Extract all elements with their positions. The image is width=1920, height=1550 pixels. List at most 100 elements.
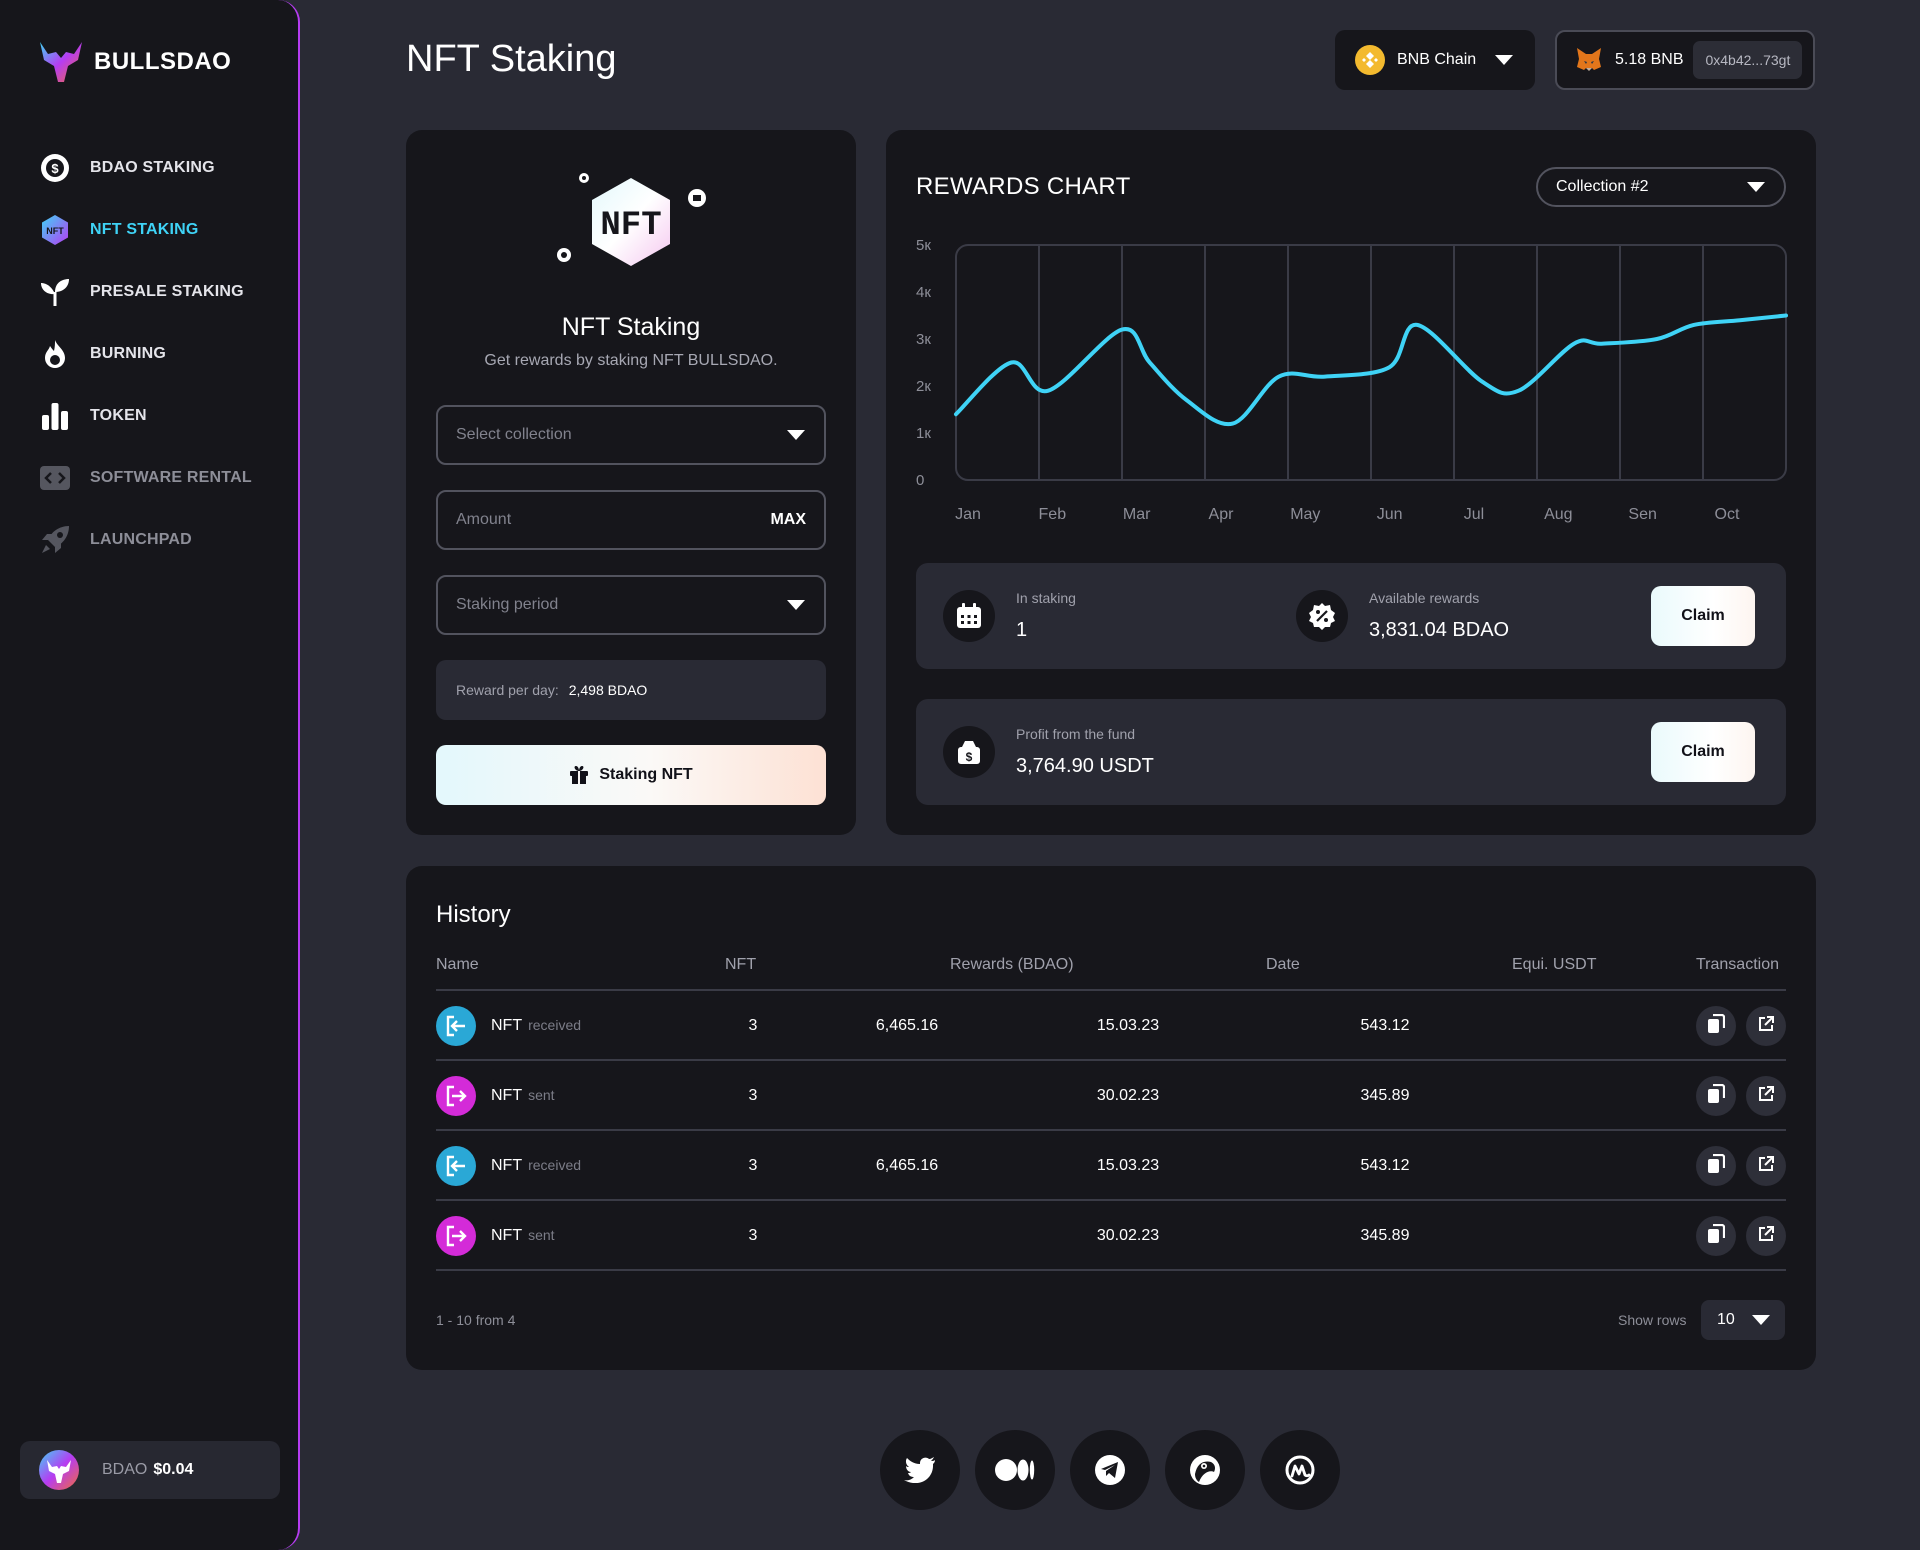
claim-rewards-button[interactable]: Claim <box>1651 586 1755 646</box>
available-rewards-label: Available rewards <box>1369 590 1480 606</box>
collection-selector[interactable]: Collection #2 <box>1536 167 1786 207</box>
row-name-text: NFT <box>491 1157 523 1174</box>
row-rewards: 6,465.16 <box>875 1017 939 1034</box>
sidebar-item-nft-staking[interactable]: NFT NFT STAKING <box>38 199 252 261</box>
table-divider <box>436 1199 1786 1201</box>
sidebar-item-bdao-staking[interactable]: $ BDAO STAKING <box>38 137 252 199</box>
table-row: NFT received 3 6,465.16 15.03.23 543.12 <box>436 1131 1786 1201</box>
arrow-out-icon <box>436 1216 476 1256</box>
column-header-date: Date <box>1266 956 1300 973</box>
coingecko-link[interactable] <box>1165 1430 1245 1510</box>
x-tick-label: May <box>1290 506 1320 523</box>
chain-name: BNB Chain <box>1397 51 1477 68</box>
medium-link[interactable] <box>975 1430 1055 1510</box>
twitter-link[interactable] <box>880 1430 960 1510</box>
show-rows-label: Show rows <box>1618 1312 1687 1328</box>
nft-hexagon-icon: NFT <box>38 213 72 247</box>
claim-profit-button[interactable]: Claim <box>1651 722 1755 782</box>
dollar-coin-icon: $ <box>38 151 72 185</box>
coinmarketcap-link[interactable] <box>1260 1430 1340 1510</box>
twitter-icon <box>904 1457 935 1483</box>
show-rows-dropdown[interactable]: 10 <box>1701 1300 1785 1340</box>
token-price-box: BDAO $0.04 <box>20 1441 280 1499</box>
arrow-in-icon <box>436 1146 476 1186</box>
copy-button[interactable] <box>1696 1076 1736 1116</box>
row-status: received <box>528 1157 582 1173</box>
staking-nft-button[interactable]: Staking NFT <box>436 745 826 805</box>
external-link-button[interactable] <box>1746 1006 1786 1046</box>
row-rewards: 6,465.16 <box>875 1157 939 1174</box>
sidebar-item-software-rental[interactable]: SOFTWARE RENTAL <box>38 447 252 509</box>
bdao-token-icon <box>39 1450 79 1490</box>
table-divider <box>436 1129 1786 1131</box>
chain-selector[interactable]: BNB Chain <box>1335 30 1535 90</box>
x-tick-label: Aug <box>1544 506 1572 523</box>
copy-button[interactable] <box>1696 1146 1736 1186</box>
staking-period-dropdown[interactable]: Staking period <box>436 575 826 635</box>
wallet-balance: 5.18 BNB <box>1615 51 1684 68</box>
sidebar-item-presale-staking[interactable]: PRESALE STAKING <box>38 261 252 323</box>
nft-badge-text: NFT <box>600 207 661 245</box>
external-link-icon <box>1757 1155 1775 1178</box>
x-tick-label: Mar <box>1123 506 1151 523</box>
table-divider <box>436 1269 1786 1271</box>
x-tick-label: Jan <box>955 506 981 523</box>
code-icon <box>38 461 72 495</box>
y-tick-label: 3к <box>916 331 931 348</box>
row-name-text: NFT <box>491 1227 523 1244</box>
stake-title: NFT Staking <box>561 313 701 341</box>
column-header-transaction: Transaction <box>1696 956 1779 973</box>
rocket-icon <box>38 523 72 557</box>
sidebar-item-token[interactable]: TOKEN <box>38 385 252 447</box>
sidebar-item-label: BURNING <box>90 345 167 362</box>
row-name: NFT received <box>491 1017 581 1035</box>
pagination-summary: 1 - 10 from 4 <box>436 1312 516 1328</box>
amount-placeholder: Amount <box>456 511 512 528</box>
column-header-usdt: Equi. USDT <box>1512 956 1597 973</box>
arrow-in-icon <box>436 1006 476 1046</box>
discount-badge-icon <box>1296 590 1348 642</box>
sidebar-item-label: PRESALE STAKING <box>90 283 244 300</box>
max-button[interactable]: MAX <box>770 511 806 528</box>
amount-input[interactable]: Amount MAX <box>436 490 826 550</box>
brand-name: BULLSDAO <box>94 48 232 75</box>
fund-profit-card: $ Profit from the fund 3,764.90 USDT Cla… <box>916 699 1786 805</box>
row-status: received <box>528 1017 582 1033</box>
external-link-button[interactable] <box>1746 1076 1786 1116</box>
row-date: 30.02.23 <box>1096 1227 1160 1244</box>
wallet-button[interactable]: 5.18 BNB 0x4b42...73gt <box>1555 30 1815 90</box>
staking-period-placeholder: Staking period <box>456 596 559 613</box>
available-rewards-value: 3,831.04 BDAO <box>1369 619 1510 641</box>
copy-icon <box>1707 1083 1726 1109</box>
row-name: NFT sent <box>491 1087 555 1105</box>
row-date: 15.03.23 <box>1096 1017 1160 1034</box>
sidebar-item-burning[interactable]: BURNING <box>38 323 252 385</box>
copy-button[interactable] <box>1696 1216 1736 1256</box>
calendar-icon <box>943 590 995 642</box>
row-name: NFT received <box>491 1157 581 1175</box>
external-link-button[interactable] <box>1746 1216 1786 1256</box>
sidebar-item-label: BDAO STAKING <box>90 159 215 176</box>
column-header-name: Name <box>436 956 479 973</box>
logo[interactable]: BULLSDAO <box>38 38 231 86</box>
copy-button[interactable] <box>1696 1006 1736 1046</box>
sprout-icon <box>38 275 72 309</box>
reward-per-day-value: 2,498 BDAO <box>568 682 648 698</box>
sidebar-item-launchpad[interactable]: LAUNCHPAD <box>38 509 252 571</box>
chevron-down-icon <box>787 430 805 440</box>
table-row: NFT sent 3 30.02.23 345.89 <box>436 1201 1786 1271</box>
sidebar-item-label: TOKEN <box>90 407 147 424</box>
bull-logo-icon <box>40 42 82 82</box>
medium-icon <box>995 1459 1035 1481</box>
bar-chart-icon <box>38 399 72 433</box>
metamask-fox-icon <box>1577 48 1601 71</box>
telegram-link[interactable] <box>1070 1430 1150 1510</box>
external-link-button[interactable] <box>1746 1146 1786 1186</box>
column-header-rewards: Rewards (BDAO) <box>950 956 1074 973</box>
sidebar-item-label: SOFTWARE RENTAL <box>90 469 252 486</box>
sidebar: BULLSDAO $ BDAO STAKING NFT NFT STAKING … <box>0 0 300 1550</box>
cash-box-icon: $ <box>943 726 995 778</box>
social-links <box>880 1430 1340 1510</box>
select-collection-dropdown[interactable]: Select collection <box>436 405 826 465</box>
row-nft: 3 <box>748 1227 758 1244</box>
